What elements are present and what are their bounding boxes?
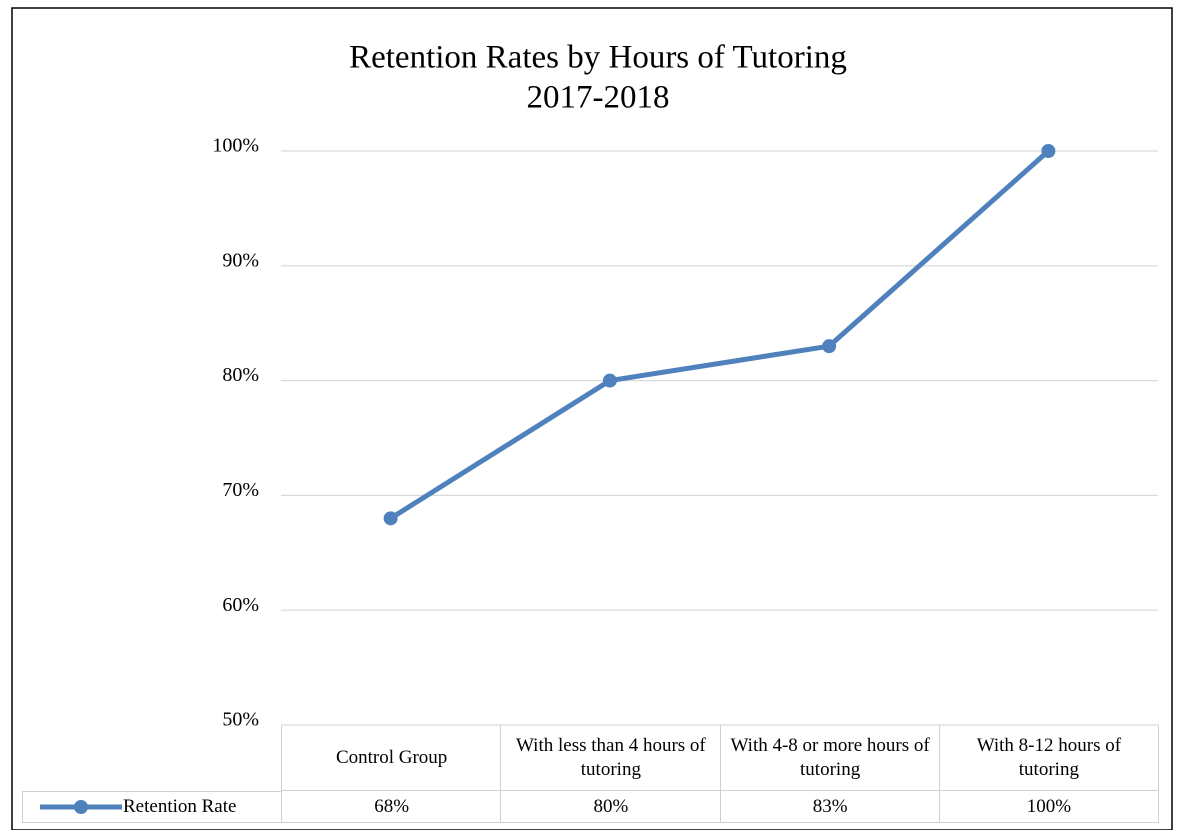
table-value: 80% (500, 791, 721, 823)
table-category: With less than 4 hours of tutoring (500, 725, 721, 791)
y-tick-label: 80% (222, 364, 259, 386)
marker (822, 339, 837, 354)
table-value: 83% (719, 791, 940, 823)
y-tick-label: 100% (212, 135, 259, 157)
y-tick-label: 70% (222, 479, 259, 501)
legend-entry: Retention Rate (123, 796, 237, 817)
table-value: 68% (281, 791, 502, 823)
marker (602, 373, 617, 388)
y-tick-label: 60% (222, 594, 259, 616)
marker (1041, 144, 1056, 158)
table-category: With 8-12 hours of tutoring (938, 725, 1159, 791)
chart-title: Retention Rates by Hours of Tutoring (349, 40, 847, 76)
table-value: 100% (938, 791, 1159, 823)
table-category: Control Group (281, 725, 502, 791)
marker (383, 511, 398, 526)
line (389, 149, 1051, 521)
table-category: With 4-8 or more hours of tutoring (719, 725, 940, 791)
table-legend: Retention Rate (22, 791, 282, 823)
chart-subtitle: 2017-2018 (527, 80, 670, 116)
y-tick-label: 50% (222, 709, 259, 731)
chart-border (11, 7, 1173, 830)
y-tick-label: 90% (222, 249, 259, 271)
